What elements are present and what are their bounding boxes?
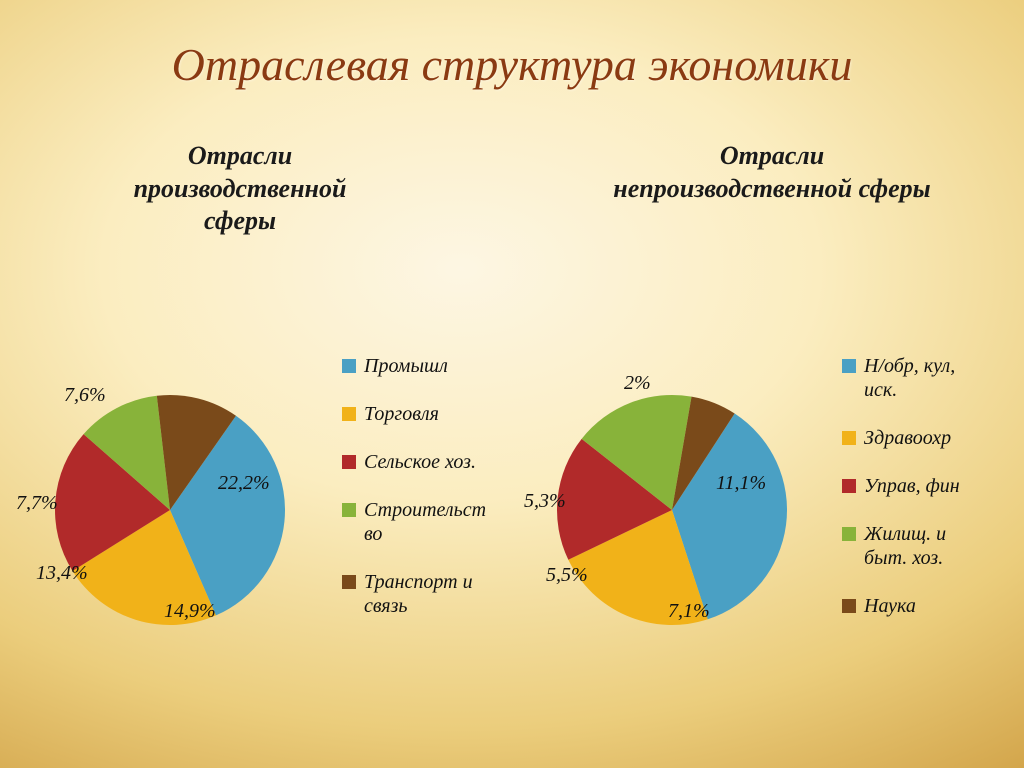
right-chart-legend-label-0: Н/обр, кул, иск. (864, 354, 992, 402)
legend-swatch-icon (842, 479, 856, 493)
right-chart-legend-label-1: Здравоохр (864, 426, 951, 450)
page-title: Отраслевая структура экономики (0, 38, 1024, 91)
left-chart-legend-item-0: Промышл (342, 354, 492, 378)
right-chart-column: Отрасли непроизводственной сферы 11,1% 7,1… (512, 140, 1024, 728)
legend-swatch-icon (342, 455, 356, 469)
left-chart-legend-label-0: Промышл (364, 354, 448, 378)
right-chart-legend-item-0: Н/обр, кул, иск. (842, 354, 992, 402)
right-chart-legend-label-4: Наука (864, 594, 916, 618)
left-chart-slice-label-4: 7,6% (64, 384, 106, 407)
right-chart-pie (555, 393, 789, 627)
right-chart-slice-label-0: 11,1% (716, 472, 766, 495)
legend-swatch-icon (342, 359, 356, 373)
left-chart-legend-label-1: Торговля (364, 402, 439, 426)
legend-swatch-icon (842, 599, 856, 613)
right-chart-legend-item-4: Наука (842, 594, 992, 618)
right-chart-legend-label-3: Жилищ. и быт. хоз. (864, 522, 992, 570)
right-chart-legend-item-3: Жилищ. и быт. хоз. (842, 522, 992, 570)
legend-swatch-icon (842, 527, 856, 541)
charts-container: Отрасли производственной сферы 22,2% 14,9%… (0, 140, 1024, 728)
right-chart-legend-label-2: Управ, фин (864, 474, 960, 498)
right-chart-slice-label-4: 2% (624, 372, 651, 395)
left-chart-legend-label-2: Сельское хоз. (364, 450, 476, 474)
legend-swatch-icon (842, 359, 856, 373)
legend-swatch-icon (342, 575, 356, 589)
right-chart-legend: Н/обр, кул, иск. Здравоохр Управ, фин Жилищ… (842, 354, 992, 642)
left-chart-legend-label-3: Строительство (364, 498, 492, 546)
right-chart-slice-label-2: 5,5% (546, 564, 588, 587)
left-chart-legend-label-4: Транспорт и связь (364, 570, 492, 618)
left-chart-legend-item-1: Торговля (342, 402, 492, 426)
left-chart-legend: Промышл Торговля Сельское хоз. Строительств… (342, 354, 492, 642)
right-chart-legend-item-2: Управ, фин (842, 474, 992, 498)
left-chart-title: Отрасли производственной сферы (110, 140, 370, 238)
left-chart-legend-item-4: Транспорт и связь (342, 570, 492, 618)
left-chart-slice-label-2: 13,4% (36, 562, 88, 585)
legend-swatch-icon (342, 503, 356, 517)
right-chart-legend-item-1: Здравоохр (842, 426, 992, 450)
left-chart-column: Отрасли производственной сферы 22,2% 14,9%… (0, 140, 512, 728)
left-chart-slice-label-3: 7,7% (16, 492, 58, 515)
left-chart-pie (53, 393, 287, 627)
right-chart-slice-label-3: 5,3% (524, 490, 566, 513)
left-chart-slice-label-0: 22,2% (218, 472, 270, 495)
right-chart-title: Отрасли непроизводственной сферы (602, 140, 942, 205)
left-chart-legend-item-2: Сельское хоз. (342, 450, 492, 474)
left-chart-legend-item-3: Строительство (342, 498, 492, 546)
left-chart-slice-label-1: 14,9% (164, 600, 216, 623)
legend-swatch-icon (842, 431, 856, 445)
legend-swatch-icon (342, 407, 356, 421)
right-chart-slice-label-1: 7,1% (668, 600, 710, 623)
